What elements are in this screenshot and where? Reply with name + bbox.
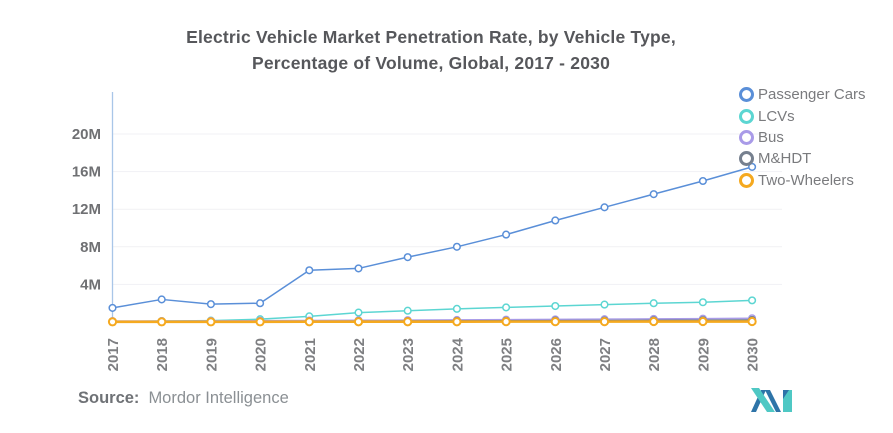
x-axis-tick-label: 2021	[302, 338, 319, 371]
data-point[interactable]	[551, 301, 560, 311]
logo-shape-blue-notch	[783, 390, 789, 399]
y-axis-tick-label: 4M	[80, 276, 101, 293]
data-point[interactable]	[502, 230, 511, 239]
legend-label: M&HDT	[758, 150, 812, 168]
data-point[interactable]	[255, 317, 265, 327]
data-point[interactable]	[452, 242, 461, 251]
x-axis-tick-label: 2018	[154, 338, 171, 371]
legend-item-bus[interactable]: Bus	[739, 127, 866, 148]
source-value: Mordor Intelligence	[148, 389, 289, 407]
mordor-intelligence-logo	[751, 388, 792, 412]
legend-marker-icon	[739, 129, 754, 145]
data-point[interactable]	[157, 317, 167, 327]
x-axis-tick-label: 2029	[695, 338, 712, 371]
legend-item-lcvs[interactable]: LCVs	[739, 105, 866, 126]
data-point[interactable]	[501, 317, 511, 327]
data-point[interactable]	[748, 162, 757, 171]
data-point[interactable]	[403, 317, 413, 327]
data-point[interactable]	[649, 316, 659, 327]
logo-shape-teal-diagonal	[751, 388, 775, 412]
chart-title-line2: Percentage of Volume, Global, 2017 - 203…	[251, 53, 610, 73]
data-point[interactable]	[206, 317, 216, 327]
data-point[interactable]	[452, 317, 462, 327]
legend-item-passenger-cars[interactable]: Passenger Cars	[739, 84, 866, 105]
legend-label: Two-Wheelers	[758, 171, 854, 189]
legend-marker-icon	[739, 151, 754, 167]
data-point[interactable]	[600, 300, 609, 309]
legend-marker-icon	[739, 87, 754, 103]
legend-marker-icon	[739, 172, 754, 188]
y-axis-tick-label: 16M	[72, 164, 101, 181]
x-axis-tick-label: 2024	[449, 337, 466, 371]
x-axis-tick-label: 2030	[745, 338, 762, 371]
legend: Passenger Cars LCVs Bus M&HDT Two-Wheele…	[739, 84, 866, 191]
data-point[interactable]	[748, 296, 757, 305]
data-point[interactable]	[354, 264, 363, 273]
data-point[interactable]	[353, 317, 364, 327]
y-axis-tick-label: 8M	[80, 239, 101, 256]
series-line-passenger-cars	[112, 166, 753, 309]
source-label: Source:	[78, 389, 140, 407]
legend-item-two-wheelers[interactable]: Two-Wheelers	[739, 170, 866, 191]
x-axis-tick-label: 2028	[646, 338, 663, 371]
data-point[interactable]	[502, 303, 511, 312]
legend-label: Passenger Cars	[758, 86, 866, 104]
data-point[interactable]	[403, 306, 412, 315]
legend-item-mhdt[interactable]: M&HDT	[739, 148, 866, 169]
legend-label: LCVs	[758, 107, 795, 125]
legend-label: Bus	[758, 128, 784, 146]
chart-title-line1: Electric Vehicle Market Penetration Rate…	[186, 27, 676, 47]
y-axis-tick-label: 12M	[72, 201, 101, 218]
data-point[interactable]	[305, 266, 314, 275]
data-point[interactable]	[354, 308, 363, 317]
x-axis-tick-label: 2020	[253, 338, 270, 371]
data-point[interactable]	[108, 303, 117, 312]
data-point[interactable]	[747, 316, 757, 327]
data-point[interactable]	[551, 216, 560, 225]
data-point[interactable]	[600, 203, 609, 212]
data-point[interactable]	[698, 316, 708, 327]
data-point[interactable]	[599, 317, 610, 327]
source-attribution: Source: Mordor Intelligence	[78, 389, 289, 408]
data-point[interactable]	[698, 176, 707, 186]
data-point[interactable]	[304, 317, 314, 327]
x-axis-tick-label: 2019	[203, 338, 220, 371]
data-point[interactable]	[157, 295, 166, 304]
data-point[interactable]	[550, 317, 560, 327]
x-axis-tick-label: 2017	[105, 338, 122, 371]
y-axis-tick-label: 20M	[72, 126, 101, 143]
x-axis-tick-label: 2023	[400, 338, 417, 371]
data-point[interactable]	[206, 300, 215, 309]
data-point[interactable]	[256, 299, 265, 308]
data-point[interactable]	[107, 317, 118, 327]
x-axis-tick-label: 2025	[499, 338, 516, 371]
data-point[interactable]	[698, 298, 707, 307]
x-axis-tick-label: 2026	[548, 338, 565, 371]
data-point[interactable]	[452, 304, 461, 313]
data-point[interactable]	[403, 253, 412, 262]
x-axis-tick-label: 2027	[597, 338, 614, 371]
data-point[interactable]	[649, 190, 658, 199]
x-axis-tick-label: 2022	[351, 338, 368, 371]
chart-title: Electric Vehicle Market Penetration Rate…	[0, 24, 862, 76]
logo-shape-blue-diagonal	[765, 390, 781, 412]
legend-marker-icon	[739, 108, 754, 124]
data-point[interactable]	[649, 299, 658, 308]
